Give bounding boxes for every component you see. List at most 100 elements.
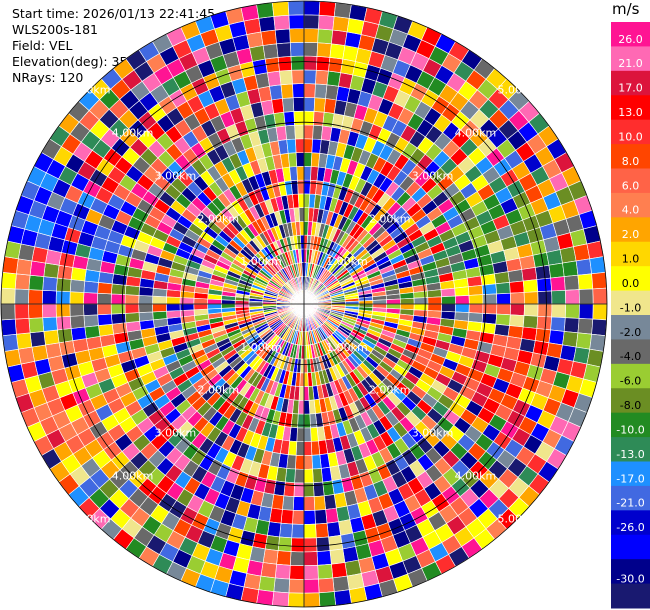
ppi-gate (589, 333, 606, 352)
ppi-gate (496, 292, 511, 305)
ppi-gate (592, 287, 608, 305)
ppi-gate (291, 523, 305, 539)
ppi-gate (298, 207, 305, 222)
ppi-gate (523, 291, 539, 305)
ppi-gate (97, 292, 112, 305)
ppi-gate (291, 69, 305, 85)
info-elevation: Elevation(deg): 35.00 (12, 54, 148, 69)
ppi-gate (315, 536, 331, 552)
ppi-gate (413, 303, 429, 311)
range-ring-label: 2.00km (369, 212, 411, 225)
ppi-gate (124, 303, 140, 314)
ppi-gate (297, 193, 305, 209)
ppi-gate (111, 322, 128, 335)
ppi-gate (260, 562, 277, 579)
ppi-gate (482, 293, 498, 305)
ppi-gate (41, 289, 57, 305)
ppi-gate (591, 318, 607, 337)
ppi-gate (262, 43, 279, 60)
ppi-gate (426, 289, 442, 298)
ppi-gate (296, 165, 305, 181)
ppi-gate (577, 273, 594, 290)
ppi-gate (303, 468, 314, 484)
ppi-gate (276, 42, 292, 58)
ppi-gate (454, 286, 470, 297)
ppi-gate (1, 318, 17, 337)
colorbar-swatch (611, 217, 650, 243)
ppi-gate (303, 165, 312, 181)
colorbar-swatch (611, 192, 650, 218)
colorbar-tick-label: 10.0 (618, 130, 643, 143)
info-field: Field: VEL (12, 38, 73, 53)
ppi-gate (495, 282, 511, 295)
ppi-gate (309, 413, 318, 429)
ppi-gate (578, 288, 594, 305)
colorbar-swatch (611, 46, 650, 72)
ppi-gate (300, 248, 305, 264)
ppi-gate (69, 315, 86, 329)
ppi-gate (318, 1, 337, 17)
colorbar-swatch (611, 22, 650, 47)
ppi-gate (468, 294, 484, 305)
range-ring-label: 1.00km (326, 341, 368, 354)
colorbar-tick-label: 0.0 (622, 277, 640, 290)
range-ring-label: 2.00km (198, 384, 240, 397)
ppi-gate (152, 303, 167, 313)
colorbar-swatch (611, 363, 650, 389)
ppi-gate (193, 303, 209, 311)
ppi-gate (292, 97, 305, 112)
ppi-gate (496, 303, 511, 316)
ppi-gate (548, 262, 565, 279)
ppi-gate (83, 280, 99, 294)
ppi-gate (254, 72, 270, 89)
ppi-gate (179, 303, 195, 311)
ppi-gate (264, 57, 280, 74)
ppi-gate (286, 138, 297, 154)
ppi-gate (303, 454, 313, 470)
colorbar-tick-label: -13.0 (616, 448, 644, 461)
range-ring-label: 4.00km (112, 469, 154, 482)
ppi-gate (303, 372, 309, 387)
ppi-gate (303, 55, 318, 71)
ppi-gate (468, 284, 484, 296)
ppi-gate (293, 482, 305, 498)
ppi-gate (273, 111, 286, 128)
colorbar-swatch (611, 534, 650, 560)
ppi-gate (468, 312, 484, 324)
ppi-gate (303, 179, 311, 195)
ppi-gate (303, 592, 321, 608)
ppi-gate (318, 591, 337, 607)
colorbar-tick-label: 26.0 (618, 33, 643, 46)
ppi-gate (138, 311, 154, 322)
colorbar-swatch (611, 290, 650, 316)
colorbar-tick-label: 4.0 (622, 204, 640, 217)
ppi-gate (482, 303, 498, 315)
ppi-gate (536, 277, 552, 293)
range-ring-labels: 1.00km 1.00km 1.00km 1.00km 2.00km 2.00km 2.00… (69, 84, 539, 526)
ppi-gate (256, 2, 275, 19)
ppi-gate (320, 466, 333, 483)
ppi-gate (43, 329, 60, 346)
colorbar-swatch (611, 266, 650, 292)
ppi-gate (280, 83, 294, 99)
range-ring-label: 3.00km (412, 427, 454, 440)
ppi-gate (322, 480, 335, 497)
info-instrument: WLS200s-181 (12, 22, 98, 37)
colorbar-tick-label: 6.0 (622, 179, 640, 192)
ppi-gate (303, 386, 310, 401)
ppi-gate (41, 303, 57, 319)
range-ring-label: 5.00km (69, 512, 111, 525)
ppi-gate (522, 315, 539, 329)
ppi-gate (84, 325, 101, 339)
ppi-gate (303, 41, 319, 57)
ppi-gate (591, 271, 607, 290)
ppi-gate (288, 14, 305, 30)
ppi-gate (333, 589, 352, 606)
ppi-gate (279, 522, 293, 539)
ppi-gate (441, 303, 456, 313)
ppi-gate (260, 29, 277, 46)
ppi-gate (551, 289, 567, 305)
ppi-gate (509, 292, 525, 305)
ppi-gate (287, 592, 305, 608)
